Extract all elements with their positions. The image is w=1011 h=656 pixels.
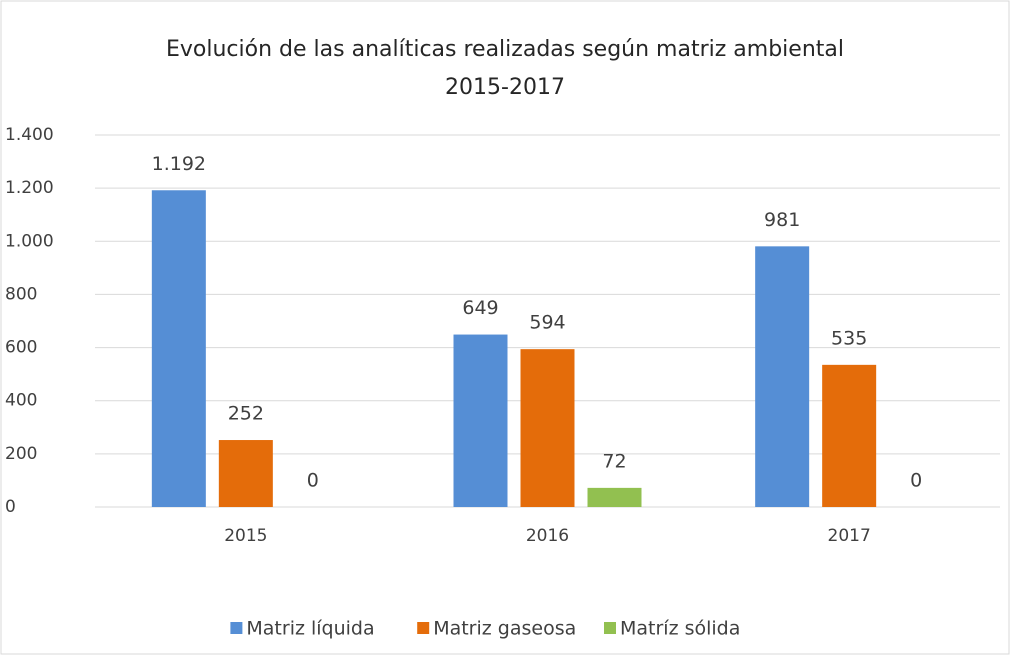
value-label: 981	[764, 209, 800, 231]
value-label: 0	[910, 470, 922, 492]
value-label: 0	[307, 470, 319, 492]
legend-swatch	[604, 622, 616, 634]
y-tick-label: 400	[5, 391, 37, 411]
value-label: 594	[529, 312, 565, 334]
y-tick-label: 1.000	[5, 231, 54, 251]
x-tick-label: 2015	[224, 526, 267, 546]
legend-swatch	[417, 622, 430, 634]
y-tick-label: 800	[5, 284, 37, 304]
y-tick-label: 1.400	[5, 125, 54, 145]
bar	[151, 190, 206, 508]
y-tick-label: 0	[5, 497, 16, 517]
x-tick-label: 2016	[526, 526, 569, 546]
bar	[755, 246, 810, 507]
legend-label: Matriz líquida	[246, 618, 374, 640]
y-tick-label: 1.200	[5, 178, 54, 198]
y-tick-label: 600	[5, 338, 37, 358]
bar	[822, 364, 877, 507]
bar	[587, 487, 642, 507]
chart-subtitle: 2015-2017	[445, 75, 565, 100]
bar	[453, 334, 508, 507]
legend-label: Matríz sólida	[620, 618, 740, 640]
x-tick-label: 2017	[828, 526, 871, 546]
chart-title: Evolución de las analíticas realizadas s…	[166, 37, 844, 62]
legend-label: Matriz gaseosa	[433, 618, 576, 640]
value-label: 649	[462, 297, 498, 319]
value-label: 1.192	[152, 153, 206, 175]
value-label: 72	[602, 450, 626, 472]
legend-swatch	[230, 622, 243, 634]
bar	[218, 440, 273, 507]
value-label: 535	[831, 327, 867, 349]
value-label: 252	[228, 403, 264, 425]
bar	[520, 349, 575, 507]
y-tick-label: 200	[5, 444, 37, 464]
